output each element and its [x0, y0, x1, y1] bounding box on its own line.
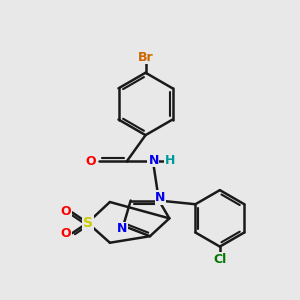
Text: N: N: [117, 222, 127, 235]
Text: O: O: [60, 227, 71, 240]
Text: Br: Br: [138, 51, 154, 64]
Text: N: N: [155, 191, 166, 204]
Text: H: H: [165, 154, 175, 166]
Text: O: O: [86, 155, 97, 168]
Text: S: S: [83, 216, 93, 230]
Text: Br: Br: [138, 51, 154, 64]
Text: O: O: [60, 205, 71, 218]
Text: N: N: [148, 154, 158, 166]
Text: N: N: [148, 154, 159, 166]
Text: Cl: Cl: [214, 253, 227, 266]
Text: N: N: [117, 222, 127, 235]
Text: H: H: [165, 154, 175, 166]
Text: O: O: [60, 227, 71, 240]
Text: S: S: [83, 216, 93, 230]
Text: N: N: [155, 191, 166, 204]
Text: O: O: [60, 205, 71, 218]
Text: O: O: [86, 155, 97, 168]
Text: Cl: Cl: [214, 253, 227, 266]
